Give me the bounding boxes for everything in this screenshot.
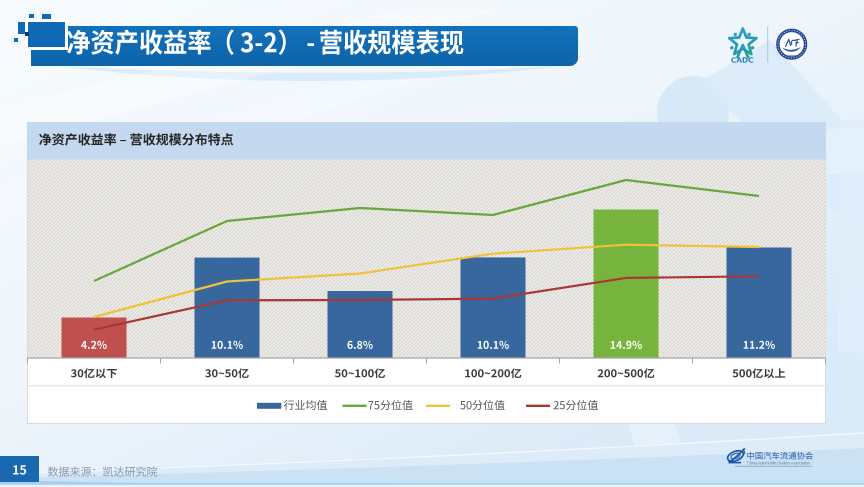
svg-text:China Automobile Dealers Assoc: China Automobile Dealers Association	[747, 460, 811, 465]
